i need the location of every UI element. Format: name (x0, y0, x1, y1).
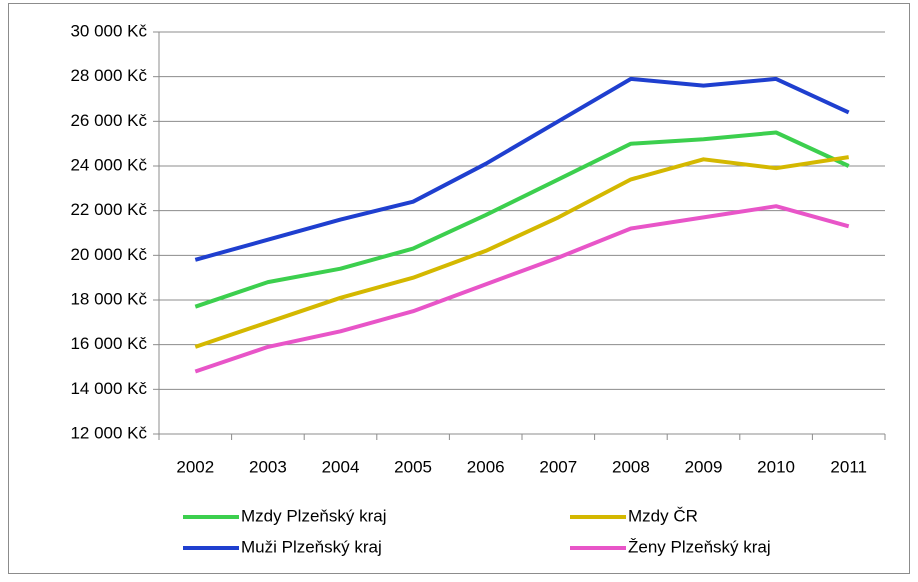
legend-label: Ženy Plzeňský kraj (628, 537, 771, 556)
x-tick-label: 2002 (176, 457, 214, 476)
y-tick-label: 24 000 Kč (70, 155, 147, 174)
legend-label: Muži Plzeňský kraj (241, 537, 382, 556)
x-tick-label: 2003 (249, 457, 287, 476)
x-tick-label: 2006 (467, 457, 505, 476)
series-line (194, 204, 850, 374)
y-tick-label: 18 000 Kč (70, 289, 147, 308)
series-line (194, 130, 850, 309)
series-line (194, 76, 850, 262)
y-tick-label: 16 000 Kč (70, 334, 147, 353)
x-tick-label: 2011 (830, 457, 867, 476)
series-line (194, 155, 850, 349)
y-tick-label: 22 000 Kč (70, 200, 147, 219)
y-tick-label: 12 000 Kč (70, 423, 147, 442)
x-tick-label: 2007 (539, 457, 577, 476)
x-tick-label: 2010 (757, 457, 795, 476)
x-tick-label: 2005 (394, 457, 432, 476)
x-tick-label: 2004 (322, 457, 360, 476)
y-tick-label: 28 000 Kč (70, 66, 147, 85)
legend-label: Mzdy Plzeňský kraj (241, 506, 386, 525)
y-tick-label: 20 000 Kč (70, 245, 147, 264)
y-tick-label: 26 000 Kč (70, 111, 147, 130)
x-tick-label: 2008 (612, 457, 650, 476)
x-tick-label: 2009 (685, 457, 723, 476)
y-tick-label: 14 000 Kč (70, 379, 147, 398)
y-tick-label: 30 000 Kč (70, 21, 147, 40)
legend-label: Mzdy ČR (628, 506, 698, 525)
